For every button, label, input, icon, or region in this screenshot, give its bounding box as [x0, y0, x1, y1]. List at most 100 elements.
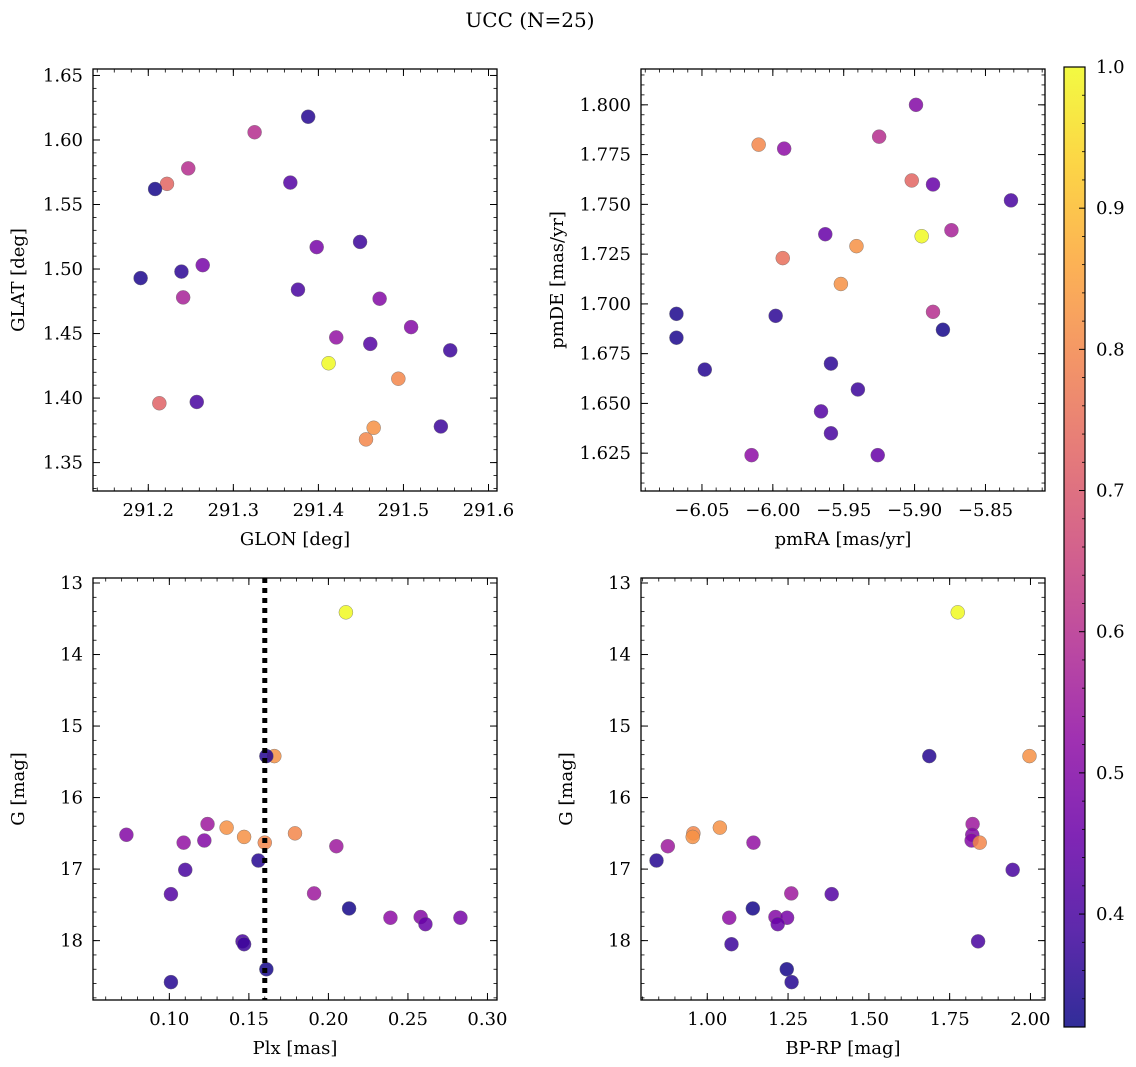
scatter-point	[970, 934, 986, 949]
scatter-point	[309, 239, 324, 255]
y-axis-label: pmDE [mas/yr]	[547, 211, 568, 349]
scatter-point	[290, 282, 306, 297]
scatter-point	[745, 901, 761, 916]
x-tick-label: 1.00	[687, 1009, 727, 1030]
y-tick-label: 17	[60, 859, 83, 880]
panel-sky: 291.2 291.3 291.4 291.5 291.6 1.35 1.40 1.45 1.5…	[8, 65, 514, 550]
scatter-point	[823, 356, 839, 371]
x-tick-label: 1.50	[849, 1009, 889, 1030]
scatter-point	[329, 330, 344, 345]
y-tick-label: 1.725	[579, 244, 631, 265]
x-tick-label: 0.30	[467, 1009, 507, 1030]
x-axis-label: BP-RP [mag]	[785, 1038, 900, 1059]
x-tick-label: −5.90	[887, 500, 942, 521]
colorbar-tick-label: 0.8	[1096, 339, 1125, 360]
scatter-point	[433, 419, 449, 434]
scatter-point	[950, 605, 965, 620]
scatter-points	[119, 605, 468, 990]
x-tick-label: 291.4	[293, 500, 345, 521]
scatter-point	[174, 264, 189, 279]
scatter-point	[197, 833, 212, 848]
scatter-point	[904, 173, 919, 188]
scatter-point	[724, 937, 739, 952]
x-tick-label: 0.15	[229, 1009, 269, 1030]
scatter-point	[925, 304, 941, 320]
axes-frame	[640, 68, 1046, 492]
scatter-point	[849, 238, 864, 254]
y-tick-label: 1.800	[579, 95, 631, 116]
scatter-point	[236, 937, 252, 952]
axes-frame	[92, 68, 498, 492]
scatter-point	[352, 234, 368, 250]
y-tick-label: 1.750	[579, 194, 631, 215]
colorbar-tick-label: 0.5	[1096, 763, 1125, 784]
scatter-point	[722, 910, 737, 925]
x-tick-label: 0.25	[388, 1009, 428, 1030]
scatter-points	[649, 605, 1037, 990]
x-tick-label: 0.10	[149, 1009, 189, 1030]
scatter-point	[300, 109, 316, 124]
colorbar-tick-label: 0.9	[1096, 198, 1125, 219]
x-axis-label: GLON [deg]	[240, 529, 350, 550]
scatter-point	[372, 291, 387, 306]
scatter-point	[219, 820, 234, 835]
scatter-point	[163, 886, 179, 902]
y-tick-label: 15	[608, 716, 631, 737]
x-tick-label: −5.95	[816, 500, 871, 521]
ticks	[641, 69, 1045, 491]
y-tick-label: 18	[608, 931, 631, 952]
scatter-point	[776, 141, 792, 156]
x-tick-label: 1.75	[930, 1009, 970, 1030]
scatter-point	[176, 835, 191, 850]
scatter-point	[784, 974, 799, 990]
scatter-point	[871, 129, 887, 144]
scatter-point	[247, 125, 262, 140]
x-tick-label: 291.3	[208, 500, 260, 521]
x-axis-label: Plx [mas]	[253, 1038, 338, 1059]
y-tick-label: 18	[60, 931, 83, 952]
scatter-point	[818, 227, 833, 242]
scatter-point	[181, 161, 196, 176]
y-tick-label: 15	[60, 716, 83, 737]
scatter-point	[366, 420, 381, 435]
scatter-point	[1005, 862, 1020, 878]
y-axis-label: GLAT [deg]	[8, 228, 29, 332]
colorbar: 0.4 0.5 0.6 0.7 0.8 0.9 1.0	[1063, 57, 1125, 1028]
scatter-point	[935, 322, 951, 337]
scatter-point	[236, 829, 252, 845]
x-tick-label: 291.6	[463, 500, 515, 521]
scatter-point	[669, 306, 684, 322]
x-tick-label: 2.00	[1010, 1009, 1050, 1030]
y-tick-label: 13	[60, 573, 83, 594]
scatter-point	[418, 916, 433, 932]
scatter-point	[944, 223, 959, 238]
ticks	[93, 69, 497, 491]
scatter-point	[660, 839, 676, 854]
x-tick-label: 291.2	[123, 500, 175, 521]
x-tick-label: −5.85	[958, 500, 1013, 521]
scatter-point	[649, 853, 664, 868]
scatter-point	[784, 886, 799, 901]
scatter-point	[195, 257, 210, 273]
scatter-points	[133, 109, 458, 447]
scatter-point	[321, 356, 336, 371]
scatter-point	[391, 371, 406, 386]
y-tick-label: 1.65	[43, 65, 83, 86]
scatter-point	[133, 270, 148, 286]
y-tick-label: 1.650	[579, 393, 631, 414]
x-tick-label: 291.5	[378, 500, 430, 521]
colorbar-gradient	[1064, 67, 1085, 1027]
x-tick-label: 0.20	[308, 1009, 348, 1030]
x-tick-label: −6.00	[745, 500, 800, 521]
x-tick-label: 1.25	[768, 1009, 808, 1030]
y-tick-label: 16	[60, 788, 83, 809]
scatter-point	[669, 330, 684, 345]
scatter-point	[338, 605, 354, 620]
scatter-point	[443, 343, 458, 358]
scatter-point	[972, 835, 987, 850]
y-tick-label: 13	[608, 573, 631, 594]
scatter-point	[914, 229, 929, 244]
scatter-point	[147, 181, 163, 197]
ticks	[641, 578, 1045, 1000]
